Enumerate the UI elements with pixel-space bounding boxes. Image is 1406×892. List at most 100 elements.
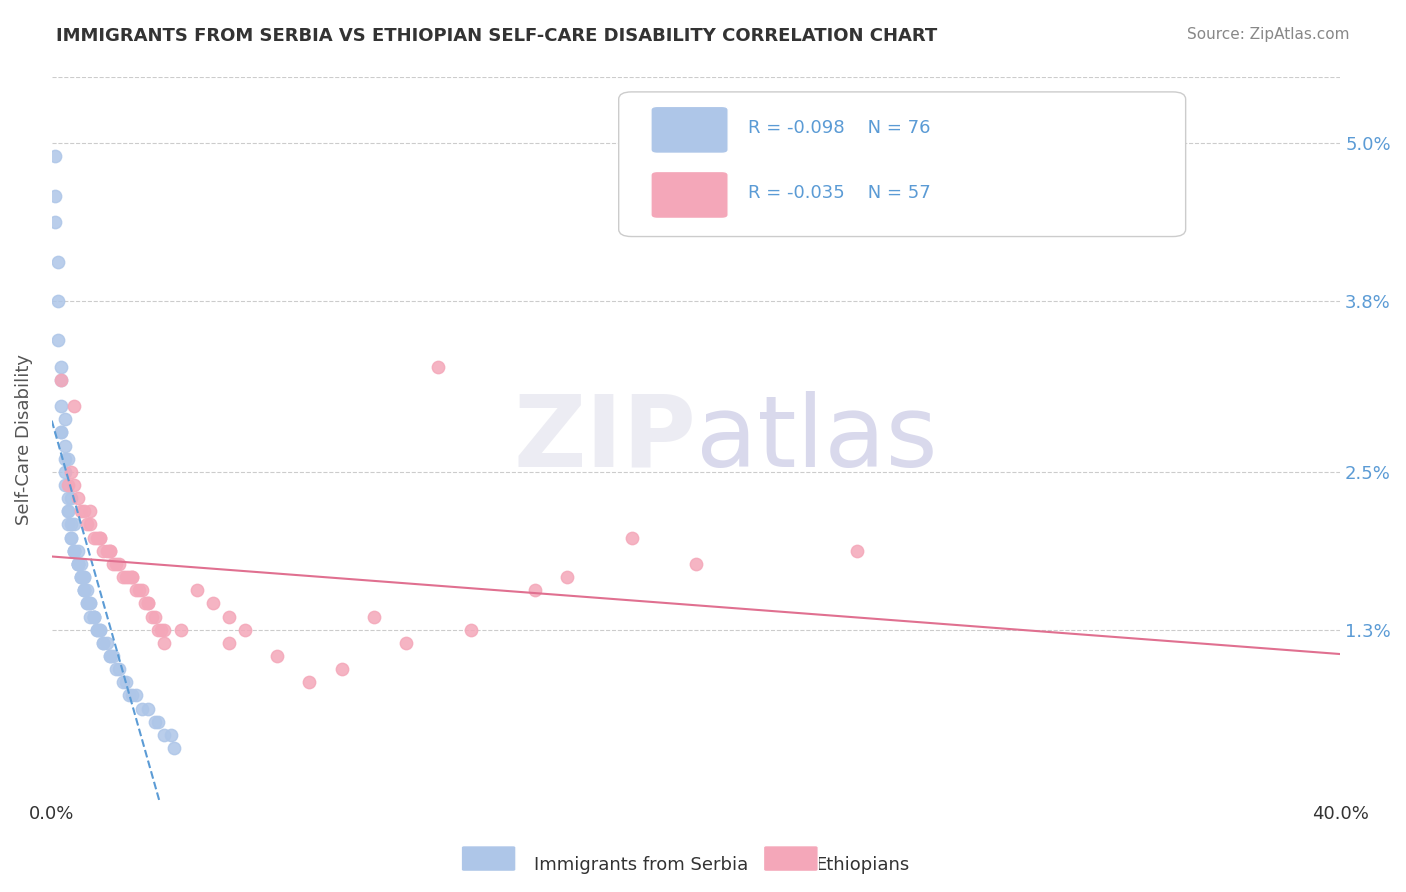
Point	[143, 714, 166, 729]
Point	[63, 543, 86, 558]
Point	[83, 609, 105, 624]
Point	[44, 188, 66, 202]
Point	[86, 623, 108, 637]
Point	[115, 570, 138, 584]
Point	[79, 596, 101, 610]
Point	[218, 609, 240, 624]
Point	[153, 728, 176, 742]
Point	[620, 531, 643, 545]
Point	[98, 543, 121, 558]
Point	[73, 583, 96, 598]
Point	[69, 570, 91, 584]
Point	[91, 636, 114, 650]
Point	[115, 675, 138, 690]
Point	[89, 531, 111, 545]
Point	[111, 675, 134, 690]
Point	[141, 609, 163, 624]
Point	[56, 504, 79, 518]
Point	[66, 557, 89, 571]
Point	[89, 623, 111, 637]
Point	[73, 504, 96, 518]
Point	[124, 689, 146, 703]
Point	[846, 543, 869, 558]
Point	[66, 557, 89, 571]
Point	[124, 583, 146, 598]
Point	[86, 623, 108, 637]
FancyBboxPatch shape	[651, 106, 728, 153]
Point	[98, 648, 121, 663]
Point	[76, 517, 98, 532]
Point	[46, 293, 69, 308]
Point	[153, 636, 176, 650]
Point	[44, 149, 66, 163]
Point	[163, 741, 186, 756]
Point	[66, 557, 89, 571]
Point	[160, 728, 183, 742]
Point	[46, 334, 69, 348]
Point	[89, 623, 111, 637]
Point	[105, 662, 128, 676]
Text: Immigrants from Serbia: Immigrants from Serbia	[534, 856, 748, 874]
Point	[363, 609, 385, 624]
Point	[91, 543, 114, 558]
Point	[66, 491, 89, 506]
Point	[79, 517, 101, 532]
Point	[186, 583, 208, 598]
Point	[138, 596, 160, 610]
Point	[60, 531, 83, 545]
Point	[63, 543, 86, 558]
Point	[121, 570, 143, 584]
Point	[330, 662, 353, 676]
Point	[73, 583, 96, 598]
Point	[63, 399, 86, 413]
Point	[146, 714, 169, 729]
Point	[86, 531, 108, 545]
Point	[108, 557, 131, 571]
Point	[101, 557, 124, 571]
Y-axis label: Self-Care Disability: Self-Care Disability	[15, 353, 32, 524]
Point	[685, 557, 707, 571]
Point	[51, 425, 73, 440]
Point	[218, 636, 240, 650]
Point	[233, 623, 256, 637]
Point	[53, 478, 76, 492]
Point	[56, 504, 79, 518]
Point	[121, 570, 143, 584]
Point	[56, 451, 79, 466]
Point	[201, 596, 224, 610]
Point	[53, 412, 76, 426]
Point	[555, 570, 578, 584]
Point	[79, 504, 101, 518]
Point	[56, 478, 79, 492]
Point	[60, 531, 83, 545]
Point	[69, 570, 91, 584]
Point	[298, 675, 321, 690]
Point	[53, 451, 76, 466]
Text: R = -0.035    N = 57: R = -0.035 N = 57	[748, 184, 931, 202]
Text: Source: ZipAtlas.com: Source: ZipAtlas.com	[1187, 27, 1350, 42]
Point	[76, 583, 98, 598]
Point	[63, 517, 86, 532]
FancyBboxPatch shape	[619, 92, 1185, 236]
Point	[83, 609, 105, 624]
Point	[60, 517, 83, 532]
Point	[146, 623, 169, 637]
Point	[53, 465, 76, 479]
Point	[91, 636, 114, 650]
Point	[143, 609, 166, 624]
Point	[51, 399, 73, 413]
Point	[89, 531, 111, 545]
Point	[69, 557, 91, 571]
Point	[66, 557, 89, 571]
Point	[76, 596, 98, 610]
Point	[60, 491, 83, 506]
Point	[134, 596, 156, 610]
Point	[79, 596, 101, 610]
Point	[427, 359, 450, 374]
Point	[105, 557, 128, 571]
Point	[138, 596, 160, 610]
Point	[96, 543, 118, 558]
Point	[83, 609, 105, 624]
Point	[83, 531, 105, 545]
Point	[53, 439, 76, 453]
